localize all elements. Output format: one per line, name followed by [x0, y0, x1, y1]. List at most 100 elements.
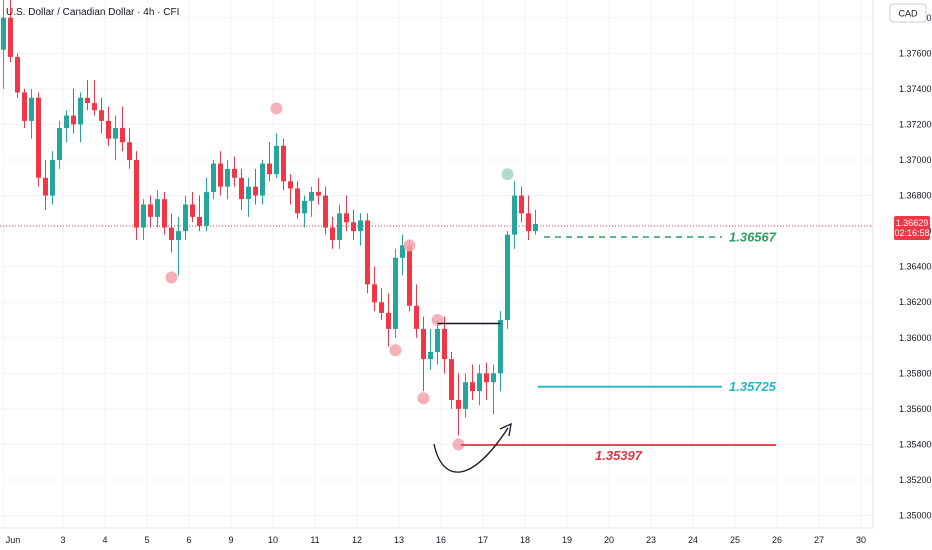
candle-body [386, 312, 391, 329]
candle [386, 293, 391, 347]
level-label-green: 1.36567 [729, 229, 777, 244]
candle-body [148, 204, 153, 217]
candle-body [183, 204, 188, 232]
price-axis[interactable]: 1.378001.376001.374001.372001.370001.368… [899, 13, 932, 521]
candle-body [316, 192, 321, 196]
candle-body [421, 328, 426, 360]
candle-body [204, 192, 209, 226]
candle-body [407, 245, 412, 306]
x-tick-label: 17 [478, 535, 488, 545]
x-tick-label: 25 [730, 535, 740, 545]
red-marker [165, 271, 178, 284]
candle-body [526, 213, 531, 232]
candle-body [351, 222, 356, 232]
currency-label: CAD [898, 9, 918, 19]
level-label-cyan: 1.35725 [729, 379, 777, 394]
x-tick-label: 30 [856, 535, 866, 545]
candle-body [113, 128, 118, 139]
arrow-head [499, 422, 512, 437]
candle-body [260, 163, 265, 196]
candle [533, 209, 538, 235]
x-tick-label: 5 [144, 535, 149, 545]
candle-body [36, 97, 41, 178]
candle-body [99, 110, 104, 121]
candle-body [379, 302, 384, 313]
candle [498, 311, 503, 392]
candle-body [274, 145, 279, 175]
candle [477, 364, 482, 406]
candle-body [120, 128, 125, 143]
candle-body [512, 195, 517, 235]
y-tick-label: 1.35800 [899, 368, 932, 378]
candle [57, 120, 62, 169]
candle [267, 142, 272, 182]
candle-body [323, 195, 328, 228]
price-tag-countdown: 02:16:58 [894, 228, 929, 238]
candle-body [1, 17, 6, 50]
candle-body [470, 382, 475, 392]
candle [288, 174, 293, 205]
candle [484, 362, 489, 400]
candle [183, 195, 188, 240]
price-tag: 1.36629 02:16:58 [894, 215, 930, 240]
candle [351, 209, 356, 240]
candle-body [253, 186, 258, 196]
candle-body [365, 220, 370, 285]
x-tick-label: 12 [352, 535, 362, 545]
candle [176, 216, 181, 276]
candle [281, 138, 286, 191]
currency-button[interactable]: CAD [889, 3, 927, 23]
candle-body [239, 177, 244, 200]
candle [71, 88, 76, 134]
level-label-red: 1.35397 [595, 448, 643, 463]
candle [43, 160, 48, 210]
red-marker [403, 239, 416, 252]
candle-body [246, 186, 251, 200]
candle-body [190, 204, 195, 217]
candle-body [442, 328, 447, 360]
candle [134, 151, 139, 240]
candle-body [8, 17, 13, 57]
price-tag-value: 1.36629 [896, 218, 929, 228]
candle [302, 195, 307, 228]
x-tick-label: 4 [102, 535, 107, 545]
candle-body [232, 168, 237, 178]
candle [379, 288, 384, 320]
x-tick-label: 20 [604, 535, 614, 545]
y-tick-label: 1.37200 [899, 119, 932, 129]
candle [274, 133, 279, 178]
candle [519, 186, 524, 223]
candle-body [337, 213, 342, 240]
candle-body [29, 97, 34, 121]
candle [15, 53, 20, 98]
candle-body [533, 224, 538, 232]
candle-body [127, 142, 132, 160]
candle [365, 213, 370, 294]
y-tick-label: 1.36400 [899, 262, 932, 272]
candle [505, 231, 510, 329]
candle [113, 115, 118, 160]
candle [358, 213, 363, 246]
candle-body [78, 97, 83, 125]
candle [428, 328, 433, 370]
candle-body [456, 400, 461, 409]
candle [337, 204, 342, 249]
x-tick-label: 18 [520, 535, 530, 545]
candle-body [267, 163, 272, 175]
y-tick-label: 1.36000 [899, 333, 932, 343]
candle [253, 168, 258, 205]
candle [155, 190, 160, 228]
x-tick-label: 13 [394, 535, 404, 545]
candle [435, 320, 440, 365]
candle-body [106, 120, 111, 139]
candle [225, 160, 230, 200]
candle [316, 177, 321, 205]
candle-body [134, 160, 139, 228]
y-tick-label: 1.35000 [899, 511, 932, 521]
candle [211, 160, 216, 200]
time-axis[interactable]: Jun 3 4 5 6 9 10 11 12 13 16 17 18 19 20 23 24 25 26 27 30 [6, 535, 866, 545]
x-tick-label: 23 [646, 535, 656, 545]
candle-body [218, 163, 223, 187]
candle [106, 106, 111, 146]
